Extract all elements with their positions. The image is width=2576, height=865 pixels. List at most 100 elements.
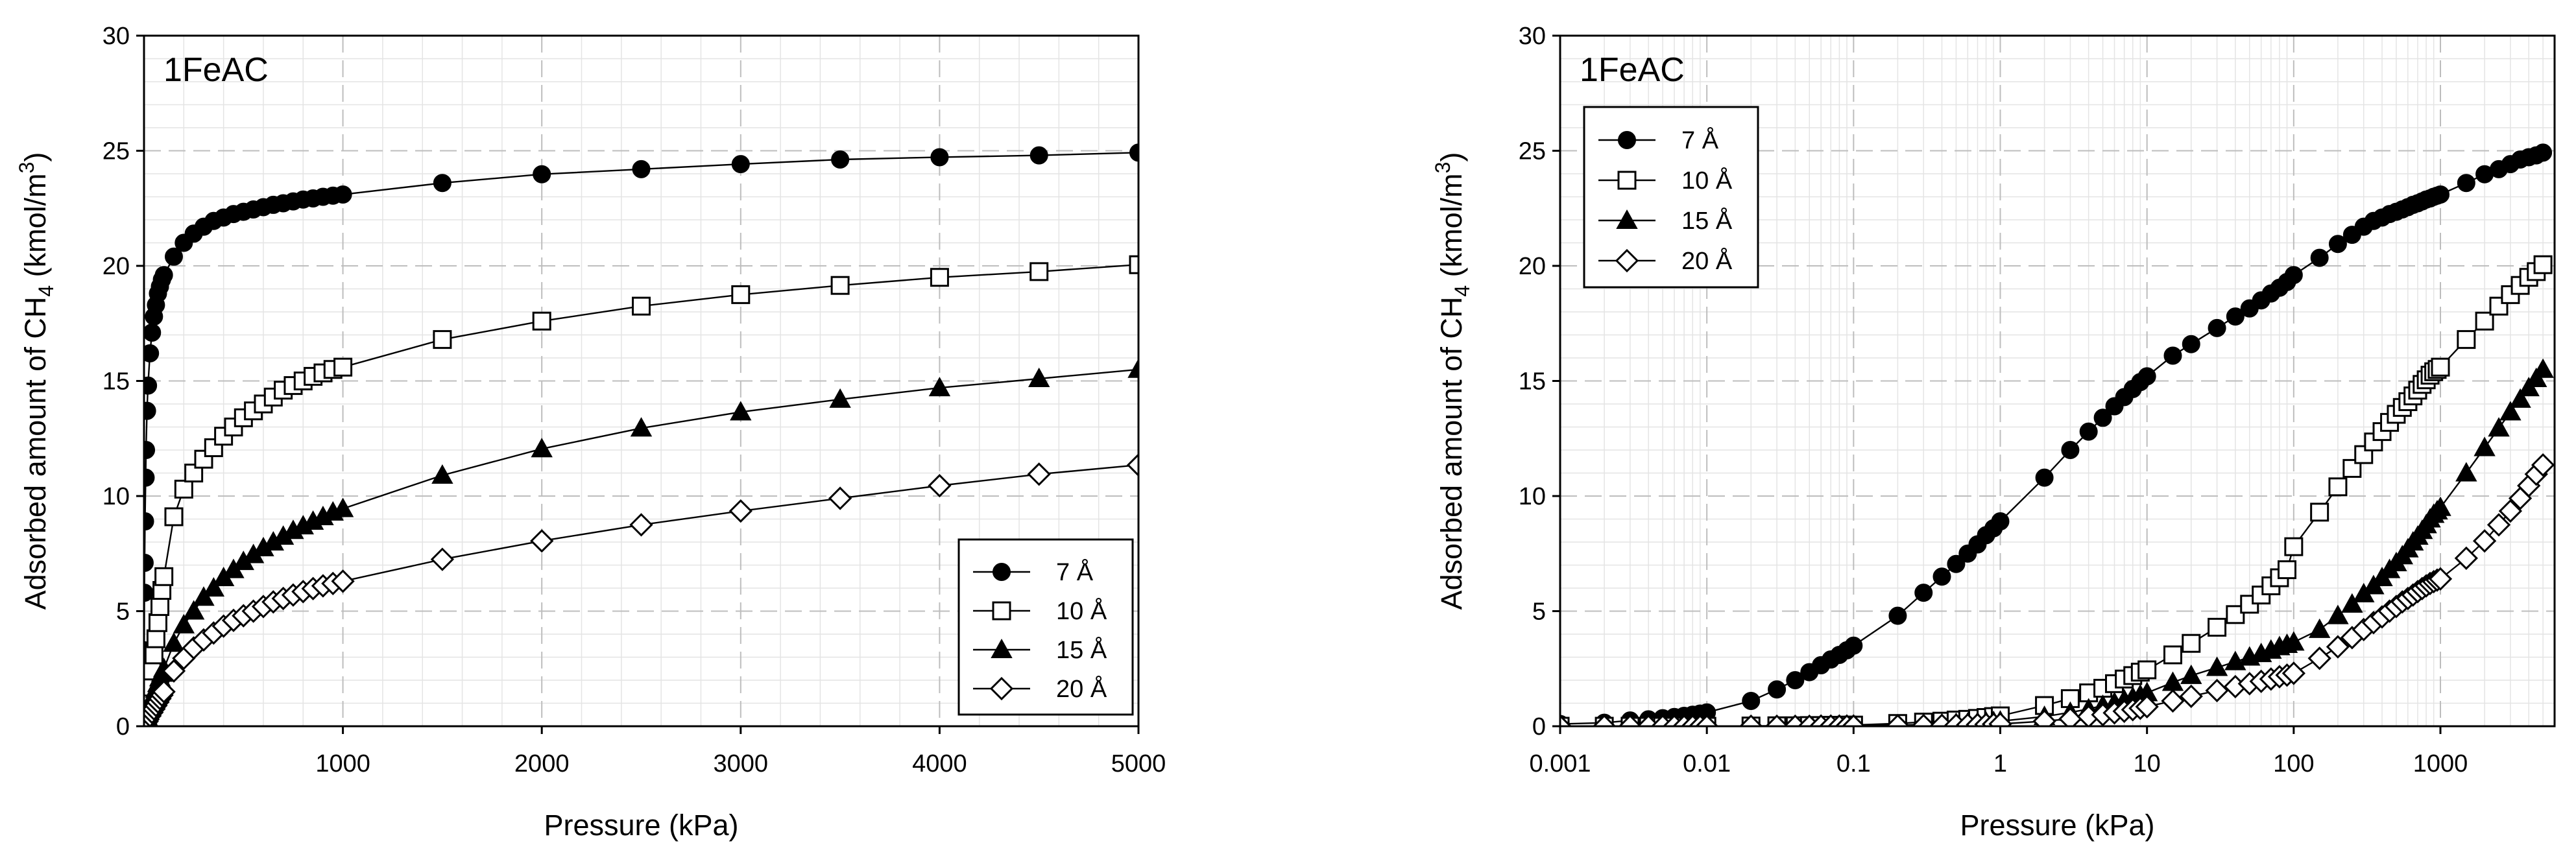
legend-item: 10 Å — [973, 597, 1107, 625]
data-point — [164, 247, 183, 266]
data-point — [154, 567, 174, 586]
data-point — [433, 174, 451, 193]
data-point — [333, 357, 353, 377]
data-point — [2533, 255, 2553, 274]
data-point — [2531, 453, 2555, 477]
x-tick-label: 0.001 — [1529, 750, 1591, 777]
data-point — [2429, 496, 2451, 516]
data-point — [1844, 636, 1863, 655]
data-point — [148, 613, 167, 632]
data-point — [2206, 656, 2228, 676]
data-point — [1988, 712, 2012, 726]
data-point — [433, 330, 452, 350]
data-point — [2509, 388, 2531, 408]
legend-item: 20 Å — [973, 674, 1107, 703]
data-point — [2328, 235, 2347, 254]
data-point — [630, 417, 653, 437]
x-tick-label: 1000 — [315, 750, 370, 777]
data-point — [828, 486, 852, 510]
y-tick-label: 20 — [102, 253, 130, 280]
data-point — [930, 268, 949, 287]
data-point — [164, 507, 184, 527]
x-tick-label: 1000 — [2413, 750, 2468, 777]
data-point — [632, 296, 651, 316]
data-point — [1129, 143, 1138, 162]
data-point — [2474, 436, 2496, 456]
data-point — [2455, 462, 2477, 482]
data-point — [632, 160, 651, 178]
data-point — [829, 388, 851, 408]
data-point — [2061, 441, 2080, 459]
data-point — [1912, 713, 1936, 726]
y-tick-label: 15 — [1519, 368, 1546, 396]
data-point — [2058, 707, 2082, 726]
data-point — [1886, 714, 1910, 726]
data-point — [1618, 714, 1643, 726]
data-point — [162, 659, 186, 683]
x-tick-label: 0.1 — [1836, 750, 1871, 777]
y-tick-label: 25 — [1519, 138, 1546, 165]
data-point — [2226, 605, 2245, 624]
data-point — [144, 441, 156, 459]
x-axis-title: Pressure (kPa) — [1960, 809, 2154, 842]
data-point — [830, 276, 850, 295]
data-point — [928, 377, 951, 397]
y-axis-title: Adsorbed amount of CH4 (kmol/m3) — [15, 152, 58, 610]
legend-marker — [991, 638, 1013, 658]
y-tick-label: 0 — [116, 713, 130, 741]
data-point — [731, 155, 750, 174]
legend: 7 Å 10 Å 15 Å 20 Å — [957, 538, 1134, 716]
data-point — [1991, 512, 2010, 531]
data-point — [2281, 661, 2305, 685]
data-point — [2472, 529, 2497, 553]
data-point — [1126, 453, 1138, 477]
data-point — [2498, 499, 2523, 523]
data-point — [2534, 143, 2553, 162]
data-point — [2354, 445, 2374, 464]
x-tick-label: 5000 — [1111, 750, 1166, 777]
y-axis-title-part: 4 — [34, 285, 58, 297]
data-point — [2163, 346, 2182, 365]
data-point — [831, 150, 850, 169]
data-point — [144, 401, 156, 420]
data-point — [629, 513, 653, 537]
panel-label: 1FeAC — [1580, 51, 1685, 89]
y-axis-title-part: 3 — [15, 162, 38, 174]
data-point — [1888, 606, 1907, 625]
data-point — [2208, 617, 2227, 637]
data-point — [2326, 635, 2350, 659]
legend-marker — [1615, 248, 1639, 273]
data-point — [182, 600, 205, 620]
x-tick-label: 100 — [2273, 750, 2314, 777]
y-tick-label: 10 — [1519, 483, 1546, 510]
data-point — [431, 464, 453, 484]
data-point — [173, 613, 195, 634]
data-point — [163, 632, 185, 652]
data-point — [1028, 367, 1050, 387]
y-axis-title-part: 3 — [1431, 162, 1454, 174]
data-point — [2180, 664, 2202, 684]
y-axis-title-part: 4 — [1451, 285, 1474, 297]
data-point — [533, 165, 551, 184]
panel-label: 1FeAC — [163, 51, 269, 89]
legend-item: 7 Å — [1598, 126, 1719, 154]
data-point — [144, 645, 163, 665]
data-point — [532, 311, 551, 331]
data-point — [2428, 567, 2453, 591]
data-point — [2208, 318, 2226, 337]
data-point — [928, 473, 952, 498]
data-point — [2341, 593, 2363, 613]
data-point — [1029, 146, 1048, 165]
legend-item: 15 Å — [1598, 206, 1733, 235]
data-point — [2284, 537, 2304, 556]
data-point — [2488, 417, 2510, 437]
data-point — [146, 629, 165, 648]
y-tick-label: 10 — [102, 483, 130, 510]
series-1 — [144, 143, 1138, 717]
data-point — [531, 438, 553, 458]
data-point — [1742, 691, 1761, 710]
data-point — [430, 547, 455, 571]
x-tick-label: 3000 — [714, 750, 769, 777]
data-point — [2431, 185, 2450, 204]
